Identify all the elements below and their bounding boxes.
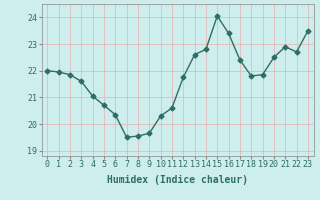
X-axis label: Humidex (Indice chaleur): Humidex (Indice chaleur) (107, 175, 248, 185)
